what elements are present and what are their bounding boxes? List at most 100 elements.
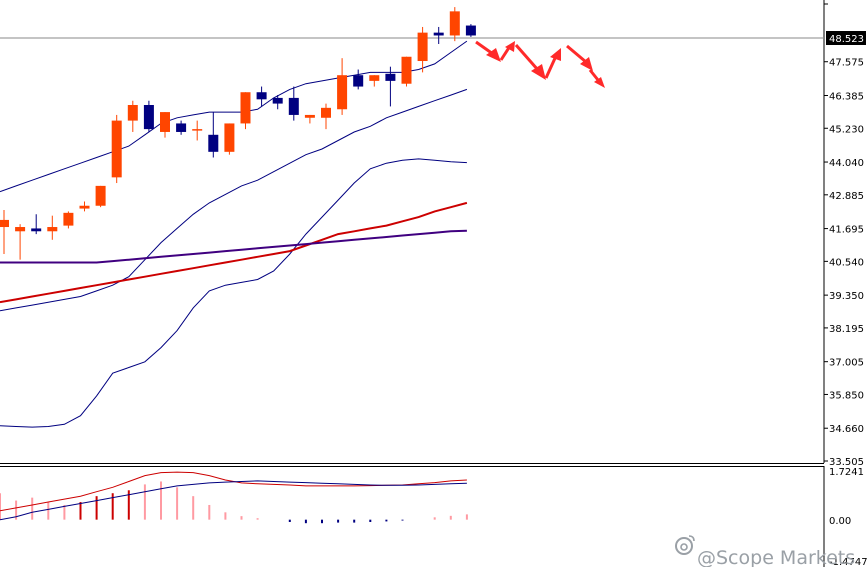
forecast-arrow-5-head — [580, 57, 593, 71]
price-tick-label: 34.660 — [829, 424, 864, 435]
price-tick-label: 46.385 — [829, 91, 864, 102]
candle — [369, 75, 380, 87]
candle — [272, 95, 283, 110]
candle — [160, 112, 170, 138]
candle-body — [272, 97, 283, 104]
price-tick-label: 35.850 — [829, 390, 864, 401]
indicator-label-bottom: -1.47478 — [829, 557, 868, 567]
price-tick-label: 47.575 — [829, 58, 864, 69]
candle — [256, 86, 267, 107]
price-tick-label: 37.005 — [829, 358, 864, 369]
candle — [47, 215, 58, 240]
weibo-logo-icon — [675, 535, 695, 555]
indicator-line-main — [0, 480, 467, 521]
candle-body — [256, 92, 267, 100]
indicator-label-top: 1.7241 — [829, 467, 864, 478]
candle — [240, 92, 251, 130]
price-tick-label: 44.040 — [829, 158, 864, 169]
price-tick-label: 41.695 — [829, 225, 864, 236]
overlay-line-4 — [0, 201, 468, 304]
forecast-arrow-5 — [566, 44, 587, 64]
candle-body — [304, 114, 315, 118]
forecast-arrow-1-head — [486, 48, 501, 62]
indicator-panel: 1.7241 0.00 -1.47478 — [0, 466, 868, 567]
candle — [401, 56, 412, 87]
forecast-arrow-3-head — [531, 64, 546, 80]
candle-body — [95, 185, 106, 206]
candle-body — [385, 73, 396, 81]
candle — [31, 214, 42, 235]
forecast-arrow-3 — [514, 44, 540, 71]
candle-body — [369, 75, 380, 81]
indicator-label-zero: 0.00 — [829, 516, 851, 527]
candle — [353, 69, 364, 90]
indicator-overlays — [0, 40, 468, 428]
candle-body — [127, 104, 138, 121]
current-price-tag — [826, 31, 866, 45]
candle-body — [0, 219, 9, 228]
price-tick-label: 45.230 — [829, 124, 864, 135]
overlay-line-2 — [0, 88, 468, 312]
candle — [143, 100, 154, 132]
candle — [127, 100, 138, 132]
candle — [433, 26, 444, 44]
indicator-lines — [0, 471, 467, 521]
price-tick-label: 38.195 — [829, 324, 864, 335]
candle — [15, 224, 26, 260]
candle-body — [208, 134, 219, 152]
candle-body — [176, 123, 187, 132]
price-tick-label: 40.540 — [829, 257, 864, 268]
candle-body — [192, 129, 203, 131]
forecast-arrow-6 — [588, 69, 600, 81]
price-panel: 47.575 46.385 45.230 44.040 42.885 41.695 40.5… — [0, 0, 866, 468]
overlay-line-3 — [0, 158, 467, 428]
candle — [465, 24, 476, 37]
price-axis-labels: 47.575 46.385 45.230 44.040 42.885 41.695 40.5… — [824, 58, 864, 468]
candle-body — [160, 112, 170, 132]
forecast-arrow-2-head — [505, 41, 515, 52]
forecast-arrow-6-head — [594, 77, 605, 88]
forecast-arrow-4 — [544, 55, 558, 79]
candlesticks — [0, 7, 476, 260]
candle-body — [401, 56, 412, 84]
candle-body — [417, 32, 428, 62]
indicator-histogram — [0, 481, 468, 524]
candle-body — [47, 227, 58, 232]
candle-body — [449, 11, 460, 36]
candle — [337, 58, 348, 115]
price-tick-label: 42.885 — [829, 191, 864, 202]
candle — [111, 114, 122, 184]
candle — [385, 66, 396, 107]
candle-body — [63, 212, 74, 226]
forecast-arrow-4-head — [550, 48, 561, 61]
candle — [449, 7, 460, 42]
candle-body — [433, 32, 444, 36]
candle-body — [240, 92, 251, 124]
candle — [192, 120, 203, 141]
candle — [79, 201, 90, 212]
candle-body — [143, 104, 154, 130]
candle-body — [321, 107, 331, 118]
candle — [95, 185, 106, 208]
current-price-label: 48.523 — [829, 34, 864, 45]
overlay-line-1 — [0, 40, 468, 193]
candle-body — [353, 75, 364, 87]
candle-body — [224, 123, 235, 152]
candle-body — [15, 227, 26, 232]
watermark: @Scope Markets — [675, 535, 855, 567]
price-tick-label: 33.505 — [829, 457, 864, 468]
candle-body — [288, 97, 299, 115]
candle — [176, 120, 187, 135]
overlay-line-5 — [0, 229, 467, 264]
price-tick-label: 39.350 — [829, 291, 864, 302]
candle-body — [465, 25, 476, 36]
candle-body — [79, 205, 90, 209]
forecast-arrow-1 — [475, 40, 494, 56]
candle — [63, 211, 74, 229]
candle — [224, 123, 235, 155]
candle — [321, 103, 331, 130]
candle — [417, 26, 428, 73]
candle — [0, 209, 9, 254]
candle — [208, 112, 219, 158]
